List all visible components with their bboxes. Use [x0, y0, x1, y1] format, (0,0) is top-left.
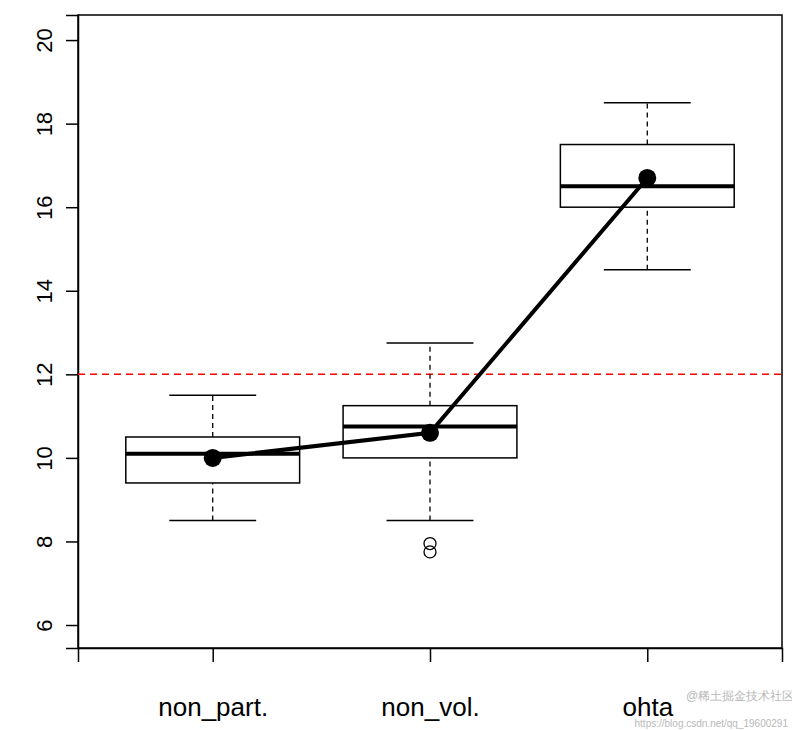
y-tick-mark [66, 207, 78, 209]
y-axis: 6 8 10 12 14 16 18 20 [32, 16, 79, 649]
upper-cap [604, 102, 691, 104]
watermark: https://blog.csdn.net/qq_19600291 [635, 718, 789, 729]
x-axis: non_part. non_vol. ohta [79, 648, 783, 722]
mean-line [213, 178, 648, 458]
y-tick-label: 10 [32, 446, 57, 470]
box [343, 343, 517, 558]
mean-point [204, 449, 222, 467]
upper-whisker [647, 103, 648, 145]
y-tick: 20 [32, 28, 79, 52]
box-body [126, 437, 300, 483]
watermark: @稀土掘金技术社区 [686, 689, 792, 703]
upper-cap [387, 342, 474, 344]
y-tick-mark [66, 458, 78, 460]
box [126, 395, 300, 520]
marks [78, 103, 782, 558]
x-tick-label: non_part. [158, 692, 268, 722]
y-tick: 18 [32, 112, 79, 136]
x-tick: ohta [622, 648, 673, 722]
y-tick-mark [66, 374, 78, 376]
y-tick-mark [66, 625, 78, 627]
x-tick-mark [212, 648, 214, 662]
mean-point [638, 169, 656, 187]
y-tick: 12 [32, 363, 79, 387]
box [560, 103, 734, 270]
y-tick-label: 14 [32, 279, 57, 303]
x-tick: non_part. [158, 648, 268, 722]
y-tick: 6 [32, 619, 79, 631]
x-tick-mark [647, 648, 649, 662]
x-axis-line [79, 649, 783, 663]
y-tick-label: 20 [32, 28, 57, 52]
y-tick: 8 [32, 536, 79, 548]
x-tick-mark [430, 648, 432, 662]
y-tick-label: 8 [32, 536, 57, 548]
plot-frame [78, 15, 782, 648]
lower-whisker [647, 207, 648, 270]
y-axis-line [66, 16, 79, 649]
y-tick-label: 16 [32, 195, 57, 219]
y-tick: 10 [32, 446, 79, 470]
y-tick-label: 12 [32, 363, 57, 387]
lower-cap [169, 520, 256, 522]
lower-whisker [212, 483, 213, 521]
y-tick-mark [66, 291, 78, 293]
y-tick-label: 6 [32, 619, 57, 631]
upper-whisker [429, 343, 430, 406]
box-body [560, 145, 734, 208]
outlier [424, 546, 436, 558]
lower-cap [387, 520, 474, 522]
y-tick-mark [66, 40, 78, 42]
x-tick: non_vol. [381, 648, 479, 722]
chart: 6 8 10 12 14 16 18 20 non_part. non_vol. ohta @稀土掘金… [0, 0, 792, 730]
x-tick-label: non_vol. [381, 692, 479, 722]
y-tick-mark [66, 541, 78, 543]
y-tick: 14 [32, 279, 79, 303]
lower-whisker [429, 458, 430, 521]
y-tick-label: 18 [32, 112, 57, 136]
box-body [343, 406, 517, 458]
y-tick: 16 [32, 195, 79, 219]
upper-cap [169, 394, 256, 396]
lower-cap [604, 269, 691, 271]
upper-whisker [212, 395, 213, 437]
y-tick-mark [66, 123, 78, 125]
mean-point [421, 424, 439, 442]
